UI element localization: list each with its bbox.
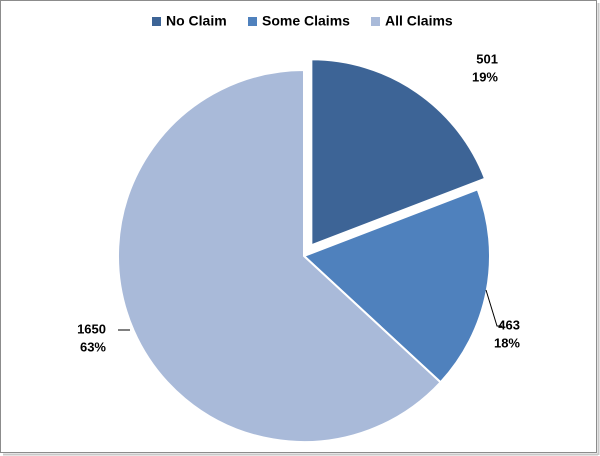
- data-labels: 501 19% 463 18% 1650 63%: [77, 51, 520, 354]
- pie: [117, 58, 491, 443]
- leader-line: [485, 289, 502, 327]
- percent-label: 63%: [80, 339, 106, 354]
- legend: No Claim Some Claims All Claims: [152, 13, 453, 29]
- legend-label: Some Claims: [262, 13, 350, 29]
- value-label: 463: [498, 317, 520, 332]
- value-label: 501: [476, 51, 498, 66]
- percent-label: 19%: [472, 69, 498, 84]
- legend-swatch: [371, 17, 380, 26]
- value-label: 1650: [77, 321, 106, 336]
- legend-swatch: [248, 17, 257, 26]
- pie-slice: [117, 68, 442, 443]
- legend-swatch: [152, 17, 161, 26]
- percent-label: 18%: [494, 335, 520, 350]
- legend-label: All Claims: [385, 13, 453, 29]
- pie-slice: [310, 58, 487, 247]
- legend-label: No Claim: [166, 13, 227, 29]
